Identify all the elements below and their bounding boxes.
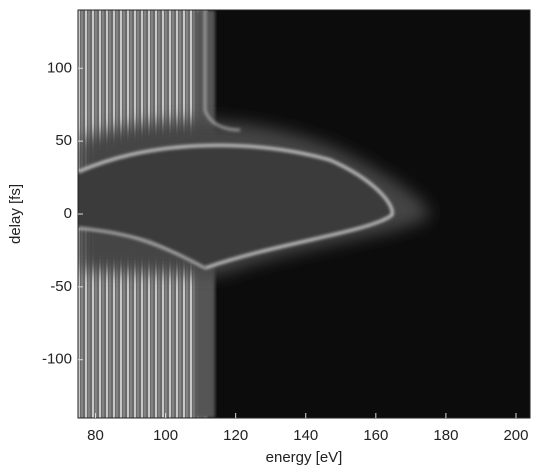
y-tick-label: -50 xyxy=(50,278,72,295)
y-tick-label: -100 xyxy=(42,351,72,368)
x-axis-label: energy [eV] xyxy=(266,449,343,466)
x-tick-label: 120 xyxy=(223,427,248,444)
y-tick-label: 100 xyxy=(47,59,72,76)
x-tick-label: 160 xyxy=(363,427,388,444)
x-tick-label: 180 xyxy=(433,427,458,444)
x-tick-label: 100 xyxy=(153,427,178,444)
x-tick-label: 80 xyxy=(87,427,104,444)
x-tick-label: 200 xyxy=(503,427,528,444)
y-tick-label: 50 xyxy=(55,132,72,149)
x-tick-label: 140 xyxy=(293,427,318,444)
y-tick-label: 0 xyxy=(64,205,72,222)
y-axis-label: delay [fs] xyxy=(7,184,24,244)
heatmap-image xyxy=(78,10,530,418)
